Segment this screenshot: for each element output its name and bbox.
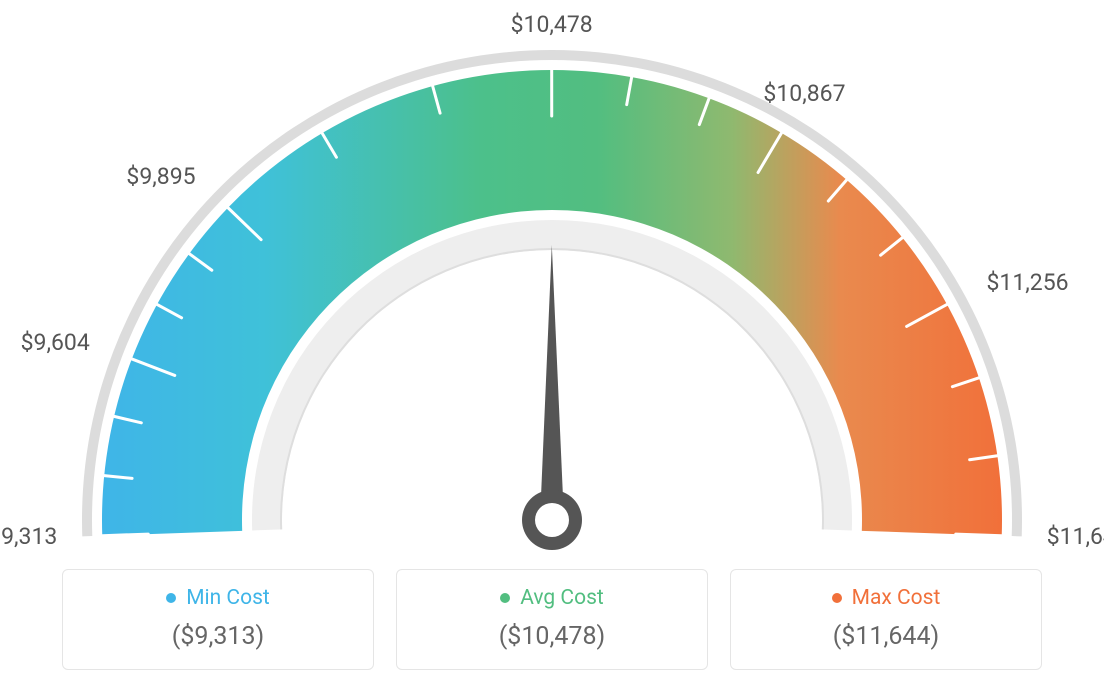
- tick-label: $9,313: [0, 523, 57, 550]
- tick: [102, 534, 148, 536]
- card-title: Avg Cost: [500, 586, 604, 610]
- legend-dot-icon: [500, 593, 510, 603]
- summary-cards: Min Cost ($9,313) Avg Cost ($10,478) Max Cos…: [0, 569, 1104, 670]
- gauge-area: [0, 0, 1104, 560]
- legend-dot-icon: [166, 593, 176, 603]
- cost-card: Max Cost ($11,644): [730, 569, 1042, 670]
- tick: [956, 534, 1002, 536]
- card-title: Min Cost: [166, 586, 270, 610]
- tick-label: $11,644: [1047, 523, 1104, 550]
- needle-hub-inner: [535, 503, 569, 537]
- tick-label: $9,895: [106, 163, 196, 190]
- tick-label: $10,478: [507, 11, 597, 38]
- card-value: ($10,478): [397, 622, 707, 651]
- card-title-text: Avg Cost: [520, 586, 604, 610]
- tick-label: $11,256: [986, 269, 1076, 296]
- cost-card: Min Cost ($9,313): [62, 569, 374, 670]
- needle: [540, 245, 564, 520]
- legend-dot-icon: [832, 593, 842, 603]
- card-title-text: Max Cost: [852, 586, 941, 610]
- card-title: Max Cost: [832, 586, 941, 610]
- cost-card: Avg Cost ($10,478): [396, 569, 708, 670]
- card-value: ($9,313): [63, 622, 373, 651]
- tick-label: $9,604: [0, 329, 90, 356]
- tick-label: $10,867: [759, 80, 849, 107]
- card-value: ($11,644): [731, 622, 1041, 651]
- gauge-chart-root: $9,313 $9,604 $9,895 $10,478 $10,867 $11,256 $…: [0, 0, 1104, 690]
- gauge-svg: [0, 0, 1104, 560]
- card-title-text: Min Cost: [186, 586, 270, 610]
